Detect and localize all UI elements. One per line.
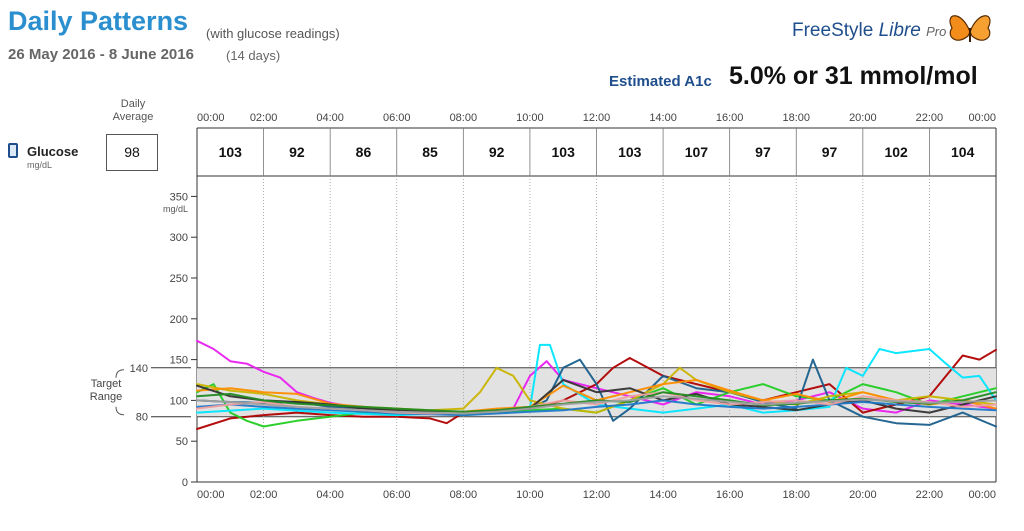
x-tick-label: 20:00 xyxy=(849,489,877,501)
x-tick-label: 02:00 xyxy=(250,489,278,501)
target-range-label: Target Range xyxy=(89,378,123,403)
time-label-top: 06:00 xyxy=(383,112,411,124)
period-average-value: 92 xyxy=(289,144,305,160)
reader-device-icon xyxy=(8,143,18,158)
y-tick-label: 250 xyxy=(170,273,188,285)
page-title: Daily Patterns xyxy=(8,6,189,36)
daily-average-label: Daily Average xyxy=(112,98,154,123)
x-tick-label: 04:00 xyxy=(316,489,344,501)
time-label-top: 12:00 xyxy=(583,112,611,124)
y-tick-label: 0 xyxy=(182,477,188,489)
series-line-2 xyxy=(196,348,997,430)
time-label-top: 22:00 xyxy=(916,112,944,124)
target-high-label: 140 xyxy=(130,363,148,375)
period-average-value: 97 xyxy=(755,144,771,160)
series-line-1 xyxy=(196,339,997,414)
x-tick-label: 16:00 xyxy=(716,489,744,501)
y-axis-unit: mg/dL xyxy=(163,204,188,214)
x-tick-label: 22:00 xyxy=(916,489,944,501)
x-tick-label: 00:00 xyxy=(968,489,996,501)
time-label-top: 10:00 xyxy=(516,112,544,124)
series-line-12 xyxy=(196,395,997,415)
x-tick-label: 08:00 xyxy=(450,489,478,501)
period-average-value: 107 xyxy=(685,144,709,160)
period-average-value: 103 xyxy=(618,144,642,160)
target-bracket xyxy=(115,369,125,416)
target-low-label: 80 xyxy=(136,412,148,424)
date-range-days: (14 days) xyxy=(226,48,281,63)
series-line-9 xyxy=(196,399,997,417)
brand-pro: Pro xyxy=(926,24,947,39)
x-tick-label: 18:00 xyxy=(782,489,810,501)
y-tick-label: 200 xyxy=(170,314,188,326)
period-average-value: 103 xyxy=(219,144,243,160)
x-tick-label: 14:00 xyxy=(649,489,677,501)
x-tick-label: 00:00 xyxy=(197,489,225,501)
y-tick-label: 300 xyxy=(170,232,188,244)
x-tick-label: 12:00 xyxy=(583,489,611,501)
x-tick-label: 10:00 xyxy=(516,489,544,501)
brand-libre: Libre xyxy=(878,20,921,41)
time-label-top: 04:00 xyxy=(316,112,344,124)
brand-logo: FreeStyle Libre Pro xyxy=(792,20,946,42)
time-label-top: 20:00 xyxy=(849,112,877,124)
period-average-value: 86 xyxy=(356,144,372,160)
page-subtitle: (with glucose readings) xyxy=(206,26,340,41)
y-tick-label: 350 xyxy=(170,191,188,203)
period-average-value: 97 xyxy=(822,144,838,160)
y-tick-label: 100 xyxy=(170,395,188,407)
period-average-value: 85 xyxy=(422,144,438,160)
time-label-top: 14:00 xyxy=(649,112,677,124)
a1c-value: 5.0% or 31 mmol/mol xyxy=(729,62,978,90)
period-average-value: 102 xyxy=(884,144,908,160)
a1c-label: Estimated A1c xyxy=(609,73,712,90)
daily-average-value: 98 xyxy=(106,134,158,171)
date-range: 26 May 2016 - 8 June 2016 xyxy=(8,46,194,63)
time-label-top: 00:00 xyxy=(197,112,225,124)
y-tick-label: 150 xyxy=(170,355,188,367)
glucose-unit: mg/dL xyxy=(27,160,53,170)
time-label-top: 18:00 xyxy=(782,112,810,124)
glucose-label: Glucose xyxy=(27,144,79,159)
time-label-top: 02:00 xyxy=(250,112,278,124)
y-tick-label: 50 xyxy=(176,436,188,448)
period-average-value: 104 xyxy=(951,144,975,160)
time-label-top: 00:00 xyxy=(968,112,996,124)
period-average-value: 103 xyxy=(552,144,576,160)
brand-freestyle: FreeStyle xyxy=(792,20,874,41)
time-label-top: 08:00 xyxy=(450,112,478,124)
period-average-value: 92 xyxy=(489,144,505,160)
x-tick-label: 06:00 xyxy=(383,489,411,501)
time-label-top: 16:00 xyxy=(716,112,744,124)
